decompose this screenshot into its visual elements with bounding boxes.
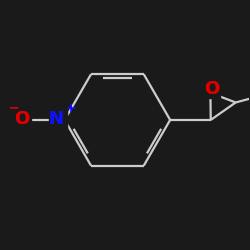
Text: −: −	[9, 102, 19, 115]
Text: O: O	[14, 110, 29, 128]
Text: −: −	[9, 102, 19, 115]
Text: O: O	[204, 80, 219, 98]
Text: N: N	[48, 110, 64, 128]
Text: O: O	[14, 110, 29, 128]
Text: +: +	[66, 102, 76, 115]
Text: N: N	[48, 110, 64, 128]
Text: O: O	[204, 80, 219, 98]
Text: +: +	[66, 102, 76, 115]
